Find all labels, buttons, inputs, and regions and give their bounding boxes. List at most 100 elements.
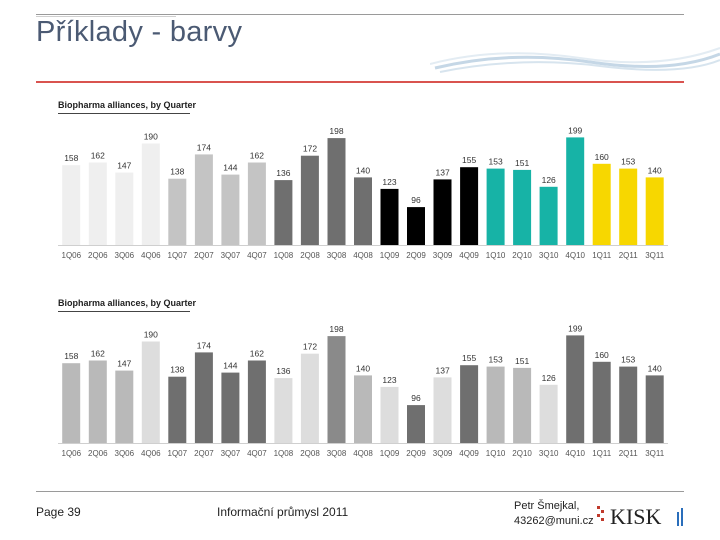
- data-label-3Q10: 126: [542, 175, 556, 185]
- tick-label-1Q07: 1Q07: [168, 251, 188, 260]
- bar-4Q08: [354, 177, 372, 245]
- tick-label-4Q10: 4Q10: [565, 449, 585, 458]
- tick-label-2Q11: 2Q11: [619, 449, 639, 458]
- bar-1Q09: [380, 386, 399, 443]
- tick-label-2Q07: 2Q07: [194, 251, 214, 260]
- tick-label-3Q10: 3Q10: [539, 449, 559, 458]
- tick-label-3Q11: 3Q11: [645, 251, 665, 260]
- bar-3Q09: [433, 179, 452, 245]
- chart-title: Biopharma alliances, by Quarter: [58, 298, 197, 308]
- data-label-4Q10: 199: [568, 125, 582, 135]
- bar-3Q11: [645, 177, 664, 245]
- bar-1Q10: [486, 366, 505, 443]
- tick-label-2Q09: 2Q09: [406, 449, 426, 458]
- kisk-logo: KISK: [597, 504, 683, 529]
- data-label-4Q07: 162: [250, 349, 264, 359]
- data-label-1Q11: 160: [595, 152, 609, 162]
- tick-label-2Q10: 2Q10: [512, 251, 532, 260]
- tick-label-2Q08: 2Q08: [300, 449, 320, 458]
- bar-3Q09: [433, 377, 452, 443]
- tick-label-1Q08: 1Q08: [274, 251, 294, 260]
- top-rule-accent: [36, 16, 176, 17]
- data-label-4Q09: 155: [462, 353, 476, 363]
- data-label-4Q09: 155: [462, 155, 476, 165]
- data-label-3Q06: 147: [117, 359, 131, 369]
- tick-label-2Q07: 2Q07: [194, 449, 214, 458]
- logo-square: [601, 510, 604, 513]
- bar-2Q10: [513, 169, 532, 245]
- bar-2Q11: [619, 366, 638, 443]
- chart-svg: 158 1Q06 162 2Q06 147 3Q06 190 4Q06 138 1Q07 174 2Q…: [58, 323, 668, 458]
- event-name: Informační průmysl 2011: [217, 505, 349, 519]
- bar-chart-colored: 158 1Q06 162 2Q06 147 3Q06 190 4Q06 138 1Q07 174 2Q…: [50, 100, 670, 275]
- tick-label-3Q11: 3Q11: [645, 449, 665, 458]
- data-label-2Q07: 174: [197, 340, 211, 350]
- data-label-3Q11: 140: [648, 165, 662, 175]
- logo-bar: [681, 508, 683, 526]
- tick-label-3Q08: 3Q08: [327, 251, 347, 260]
- tick-label-1Q09: 1Q09: [380, 251, 400, 260]
- tick-label-1Q08: 1Q08: [274, 449, 294, 458]
- tick-label-4Q06: 4Q06: [141, 449, 161, 458]
- data-label-2Q10: 151: [515, 158, 529, 168]
- bar-1Q10: [486, 168, 505, 245]
- data-label-2Q08: 172: [303, 342, 317, 352]
- decorative-swoosh: [430, 47, 720, 73]
- tick-label-3Q10: 3Q10: [539, 251, 559, 260]
- bar-2Q09: [407, 405, 425, 443]
- chart-title-rule: [58, 113, 190, 114]
- bar-1Q07: [168, 178, 187, 245]
- data-label-4Q08: 140: [356, 363, 370, 373]
- tick-label-4Q09: 4Q09: [459, 449, 479, 458]
- tick-label-1Q10: 1Q10: [486, 449, 506, 458]
- author-name: Petr Šmejkal,: [514, 500, 580, 512]
- tick-label-2Q06: 2Q06: [88, 449, 108, 458]
- bar-3Q07: [221, 174, 240, 245]
- tick-label-2Q09: 2Q09: [406, 251, 426, 260]
- data-label-2Q11: 153: [621, 157, 635, 167]
- author-email: 43262@muni.cz: [514, 515, 594, 527]
- tick-label-1Q06: 1Q06: [62, 449, 82, 458]
- data-label-3Q09: 137: [436, 167, 450, 177]
- logo-square: [601, 518, 604, 521]
- logo-square: [597, 514, 600, 517]
- bar-4Q09: [460, 167, 479, 245]
- bar-4Q10: [566, 335, 585, 443]
- bar-2Q08: [300, 155, 319, 245]
- tick-label-3Q09: 3Q09: [433, 449, 453, 458]
- data-label-3Q11: 140: [648, 363, 662, 373]
- tick-label-1Q11: 1Q11: [592, 251, 612, 260]
- tick-label-3Q06: 3Q06: [115, 449, 135, 458]
- data-label-2Q06: 162: [91, 151, 105, 161]
- data-label-1Q08: 136: [276, 366, 290, 376]
- tick-label-1Q09: 1Q09: [380, 449, 400, 458]
- tick-label-2Q10: 2Q10: [512, 449, 532, 458]
- tick-label-4Q09: 4Q09: [459, 251, 479, 260]
- data-label-3Q09: 137: [436, 365, 450, 375]
- bar-2Q06: [88, 162, 107, 245]
- bar-4Q06: [141, 341, 160, 443]
- tick-label-3Q08: 3Q08: [327, 449, 347, 458]
- bar-2Q08: [300, 353, 319, 443]
- data-label-1Q07: 138: [170, 365, 184, 375]
- bar-4Q10: [566, 137, 585, 245]
- chart-title: Biopharma alliances, by Quarter: [58, 100, 197, 110]
- bar-3Q08: [327, 138, 346, 245]
- bar-3Q07: [221, 372, 240, 443]
- data-label-1Q08: 136: [276, 168, 290, 178]
- bar-2Q09: [407, 207, 425, 245]
- data-label-1Q07: 138: [170, 167, 184, 177]
- bar-2Q11: [619, 168, 638, 245]
- tick-label-4Q08: 4Q08: [353, 449, 373, 458]
- data-label-1Q09: 123: [382, 177, 396, 187]
- tick-label-2Q06: 2Q06: [88, 251, 108, 260]
- data-label-1Q10: 153: [489, 355, 503, 365]
- tick-label-2Q11: 2Q11: [619, 251, 639, 260]
- bar-2Q07: [194, 352, 213, 443]
- data-label-3Q06: 147: [117, 161, 131, 171]
- title-underline: [36, 81, 684, 83]
- logo-bar: [677, 512, 679, 526]
- logo-text: KISK: [610, 504, 661, 529]
- data-label-3Q07: 144: [223, 163, 237, 173]
- tick-label-3Q06: 3Q06: [115, 251, 135, 260]
